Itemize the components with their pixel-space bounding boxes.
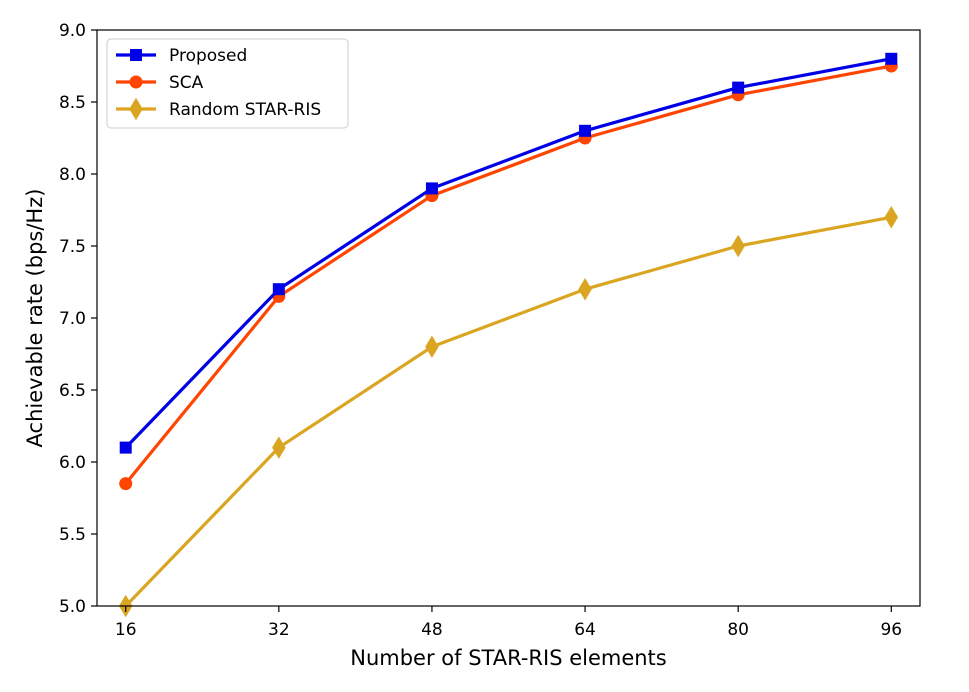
legend-box [106, 38, 349, 129]
x-tick-label: 80 [727, 620, 749, 640]
y-tick-label: 8.0 [59, 165, 86, 185]
data-point-proposed [272, 283, 285, 296]
legend-marker [130, 49, 142, 61]
legend-marker [129, 97, 143, 121]
data-point-random-star-ris [884, 205, 899, 229]
series-line-random-star-ris [124, 215, 892, 608]
data-point-proposed [425, 182, 438, 195]
legend-label: Proposed [169, 46, 247, 66]
data-point-sca [119, 477, 133, 491]
data-point-random-star-ris [578, 277, 592, 301]
legend-label: SCA [169, 73, 204, 93]
y-tick-label: 9.0 [59, 21, 86, 41]
data-point-random-star-ris [731, 234, 745, 258]
x-tick-label: 64 [574, 620, 596, 640]
plot-area [118, 52, 899, 618]
data-point-proposed [885, 52, 898, 65]
data-point-random-star-ris [425, 335, 439, 359]
data-point-proposed [732, 81, 745, 94]
legend-item-proposed: Proposed [116, 46, 247, 66]
y-tick-label: 5.0 [59, 597, 86, 617]
x-tick-label: 32 [268, 620, 290, 640]
y-tick-label: 7.5 [59, 237, 86, 257]
legend-marker [129, 75, 143, 89]
x-tick-label: 16 [115, 620, 137, 640]
legend-label: Random STAR-RIS [169, 100, 321, 120]
x-axis: 16 32 48 64 80 96 [115, 606, 902, 640]
y-tick-label: 7.0 [59, 309, 86, 329]
data-point-proposed [579, 124, 592, 137]
y-tick-label: 8.5 [59, 93, 86, 113]
y-tick-label: 6.0 [59, 453, 86, 473]
legend: Proposed SCA Random STAR-RIS [106, 38, 349, 129]
series-random-star-ris [118, 205, 899, 618]
series-line-proposed [124, 57, 892, 449]
data-point-random-star-ris [272, 436, 286, 459]
x-tick-label: 96 [880, 620, 902, 640]
y-tick-label: 5.5 [59, 525, 86, 545]
legend-item-random-star-ris: Random STAR-RIS [116, 97, 321, 121]
series-proposed [119, 52, 898, 454]
y-axis: 5.0 5.5 6.0 6.5 7.0 7.5 8.0 8.5 9.0 [59, 21, 97, 617]
x-tick-label: 48 [421, 620, 443, 640]
data-point-proposed [119, 441, 132, 454]
y-axis-label: Achievable rate (bps/Hz) [23, 189, 47, 448]
series-line-sca [124, 64, 892, 485]
y-tick-label: 6.5 [59, 381, 86, 401]
legend-item-sca: SCA [116, 73, 204, 93]
x-axis-label: Number of STAR-RIS elements [350, 646, 667, 670]
